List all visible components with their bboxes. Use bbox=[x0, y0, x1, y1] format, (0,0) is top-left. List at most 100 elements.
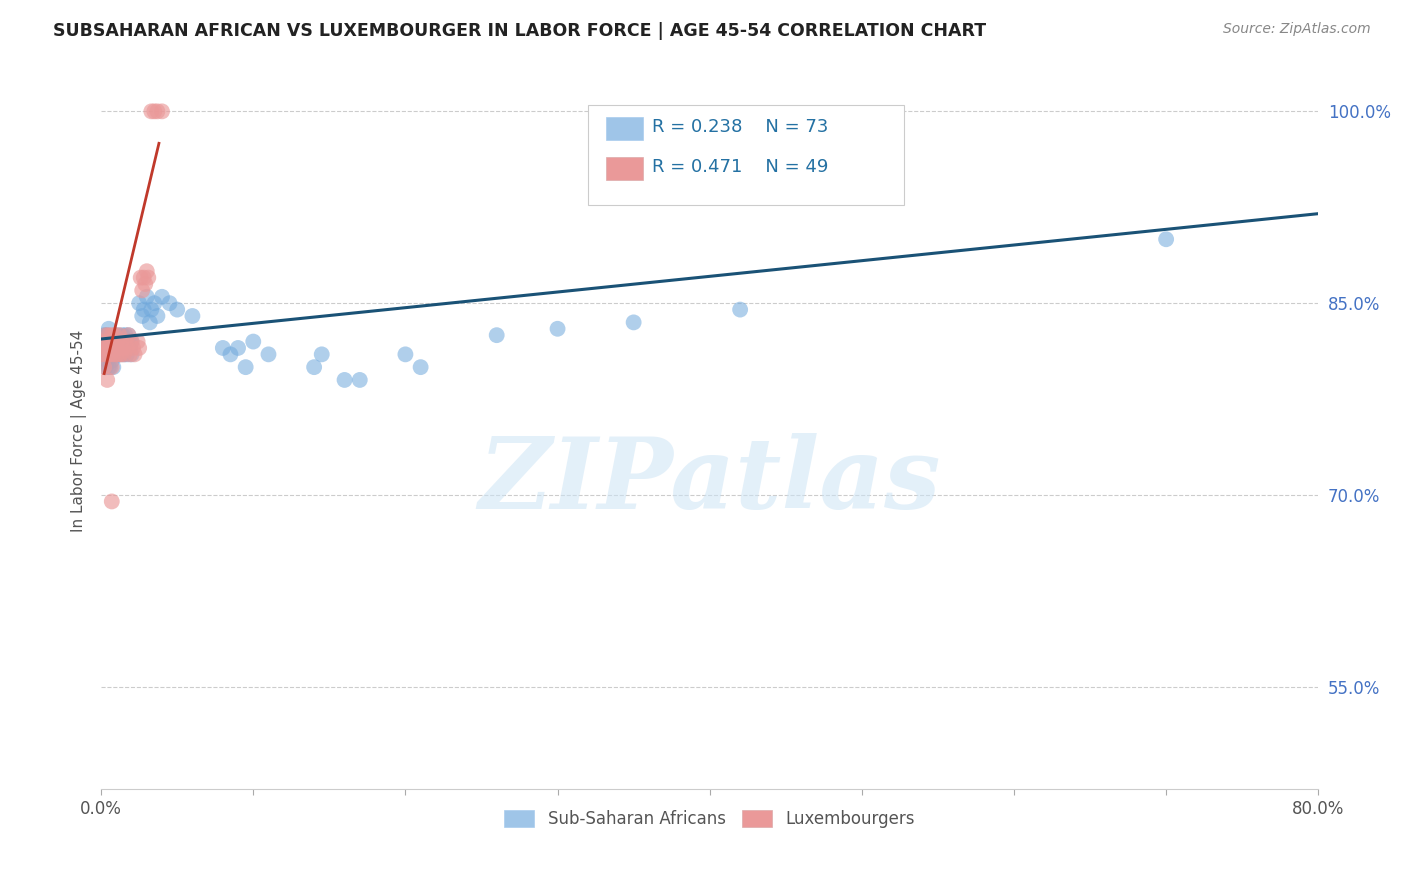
Point bbox=[105, 347, 128, 361]
Point bbox=[104, 347, 127, 361]
Point bbox=[141, 302, 163, 317]
Point bbox=[110, 347, 132, 361]
Point bbox=[97, 347, 120, 361]
Point bbox=[104, 341, 127, 355]
Point bbox=[333, 373, 356, 387]
Point bbox=[132, 270, 155, 285]
Point bbox=[121, 334, 143, 349]
Point bbox=[104, 341, 127, 355]
Point bbox=[394, 347, 416, 361]
Bar bbox=[606, 117, 643, 139]
Point bbox=[94, 328, 117, 343]
Point bbox=[131, 309, 153, 323]
Point bbox=[129, 270, 152, 285]
Point bbox=[219, 347, 242, 361]
Point bbox=[115, 334, 138, 349]
Point bbox=[91, 334, 114, 349]
Point bbox=[93, 334, 115, 349]
Point bbox=[101, 347, 124, 361]
Point bbox=[112, 347, 135, 361]
Legend: Sub-Saharan Africans, Luxembourgers: Sub-Saharan Africans, Luxembourgers bbox=[498, 803, 922, 835]
Point bbox=[112, 347, 135, 361]
Point bbox=[127, 334, 149, 349]
Point bbox=[146, 104, 169, 119]
Point bbox=[98, 360, 121, 375]
Point bbox=[107, 328, 129, 343]
Point bbox=[97, 341, 120, 355]
Point bbox=[114, 334, 136, 349]
Point bbox=[141, 104, 163, 119]
Point bbox=[159, 296, 181, 310]
Point bbox=[111, 328, 134, 343]
Point bbox=[93, 347, 115, 361]
Point bbox=[108, 341, 131, 355]
Point bbox=[485, 328, 508, 343]
Point bbox=[131, 284, 153, 298]
FancyBboxPatch shape bbox=[588, 105, 904, 205]
Point bbox=[117, 341, 139, 355]
Point bbox=[98, 341, 121, 355]
Point bbox=[112, 334, 135, 349]
Point bbox=[139, 315, 162, 329]
Point bbox=[103, 347, 125, 361]
Point bbox=[226, 341, 249, 355]
Point bbox=[128, 341, 150, 355]
Point bbox=[302, 360, 325, 375]
Point bbox=[115, 347, 138, 361]
Point bbox=[103, 334, 125, 349]
Point bbox=[132, 302, 155, 317]
Point bbox=[257, 347, 280, 361]
Text: R = 0.238    N = 73: R = 0.238 N = 73 bbox=[652, 118, 830, 136]
Point bbox=[110, 334, 132, 349]
Point bbox=[93, 360, 115, 375]
Text: SUBSAHARAN AFRICAN VS LUXEMBOURGER IN LABOR FORCE | AGE 45-54 CORRELATION CHART: SUBSAHARAN AFRICAN VS LUXEMBOURGER IN LA… bbox=[53, 22, 987, 40]
Point bbox=[101, 328, 124, 343]
Point bbox=[97, 360, 120, 375]
Point bbox=[122, 341, 145, 355]
Point bbox=[135, 290, 157, 304]
Point bbox=[118, 334, 141, 349]
Point bbox=[105, 334, 128, 349]
Point bbox=[101, 341, 124, 355]
Point bbox=[104, 328, 127, 343]
Point bbox=[101, 353, 124, 368]
Point bbox=[101, 360, 124, 375]
Point bbox=[107, 347, 129, 361]
Point bbox=[103, 360, 125, 375]
Point bbox=[94, 360, 117, 375]
Point bbox=[143, 104, 166, 119]
Point bbox=[97, 347, 120, 361]
Point bbox=[111, 341, 134, 355]
Point bbox=[107, 341, 129, 355]
Point bbox=[98, 334, 121, 349]
Point bbox=[110, 334, 132, 349]
Y-axis label: In Labor Force | Age 45-54: In Labor Force | Age 45-54 bbox=[72, 330, 87, 533]
Point bbox=[97, 328, 120, 343]
Point bbox=[211, 341, 233, 355]
Point bbox=[118, 341, 141, 355]
Point bbox=[91, 347, 114, 361]
Point bbox=[242, 334, 264, 349]
Point bbox=[96, 341, 118, 355]
Point bbox=[146, 309, 169, 323]
Point bbox=[111, 341, 134, 355]
Point bbox=[94, 347, 117, 361]
Point bbox=[117, 328, 139, 343]
Point bbox=[121, 347, 143, 361]
Point bbox=[311, 347, 333, 361]
Point bbox=[93, 328, 115, 343]
Point bbox=[103, 341, 125, 355]
Point bbox=[128, 296, 150, 310]
Point bbox=[105, 334, 128, 349]
Point bbox=[166, 302, 188, 317]
Point bbox=[96, 328, 118, 343]
Point bbox=[98, 347, 121, 361]
Point bbox=[108, 334, 131, 349]
Point bbox=[728, 302, 751, 317]
Text: ZIPatlas: ZIPatlas bbox=[478, 433, 941, 530]
Point bbox=[108, 347, 131, 361]
Point bbox=[181, 309, 204, 323]
Bar bbox=[606, 158, 643, 180]
Point bbox=[98, 334, 121, 349]
Point bbox=[97, 322, 120, 336]
